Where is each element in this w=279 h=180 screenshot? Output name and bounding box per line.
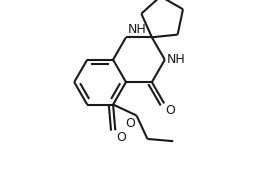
Text: O: O — [165, 104, 175, 117]
Text: NH: NH — [167, 53, 186, 66]
Text: O: O — [126, 117, 136, 130]
Text: O: O — [116, 131, 126, 144]
Text: NH: NH — [128, 23, 146, 36]
